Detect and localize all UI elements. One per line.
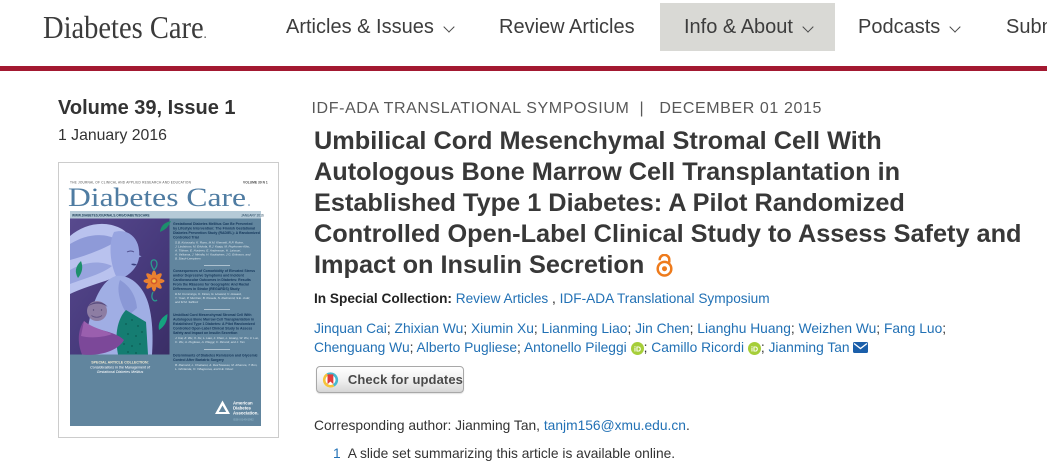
svg-text:Association.: Association. <box>233 411 259 416</box>
svg-text:JANUARY 2016: JANUARY 2016 <box>241 214 264 218</box>
svg-text:D.M. Cummings, K. Kirian, G. H: D.M. Cummings, K. Kirian, G. Howard, V. … <box>175 292 242 296</box>
svg-text:Consequences of Comorbidity of: Consequences of Comorbidity of Elevated … <box>173 269 255 273</box>
svg-text:Y. Yuan, P. Muntner, B. Kissel: Y. Yuan, P. Muntner, B. Kissela, N. Redm… <box>175 296 250 300</box>
svg-text:Umbilical Cord Mesenchymal Str: Umbilical Cord Mesenchymal Stromal Cell … <box>173 313 252 317</box>
svg-text:by Lifestyle Intervention: The: by Lifestyle Intervention: The Finnish G… <box>173 227 255 231</box>
svg-text:iD: iD <box>634 346 641 353</box>
svg-text:A. Tiitinen, E. Huvinen, E. An: A. Tiitinen, E. Huvinen, E. Andersson, H… <box>174 249 241 253</box>
svg-text:SPECIAL ARTICLE COLLECTION:: SPECIAL ARTICLE COLLECTION: <box>91 361 149 365</box>
svg-text:S.B. Koivusalo, K. Rono, M.M.: S.B. Koivusalo, K. Rono, M.M. Klemetti, … <box>175 241 244 245</box>
svg-text:B. Stach-Lempinen: B. Stach-Lempinen <box>175 257 201 261</box>
svg-text:From the REasons for Geographi: From the REasons for Geographic And Raci… <box>173 283 249 287</box>
svg-text:iD: iD <box>751 346 758 353</box>
svg-text:Autologous Bone Marrow Cell Tr: Autologous Bone Marrow Cell Transplantat… <box>173 318 254 322</box>
svg-text:Gestational Diabetes Mellitus: Gestational Diabetes Mellitus Can Be Pre… <box>173 222 253 226</box>
svg-text:J. Cai, Z. Wu, X. Xu, L. Liao,: J. Cai, Z. Wu, X. Xu, L. Liao, J. Chen, … <box>175 336 259 340</box>
svg-text:Diabetes: Diabetes <box>233 406 252 411</box>
svg-text:Gestational Diabetes Mellitus: Gestational Diabetes Mellitus <box>97 370 144 374</box>
svg-text:C. Wu, A. Pugliese, A. Pileggi: C. Wu, A. Pugliese, A. Pileggi, C. Ricor… <box>175 340 245 344</box>
svg-text:Diabetes Care: Diabetes Care <box>68 183 246 212</box>
svg-text:Cardiovascular Outcomes in Dia: Cardiovascular Outcomes in Diabetes: Res… <box>173 278 251 282</box>
svg-text:THE JOURNAL OF CLINICAL AND AP: THE JOURNAL OF CLINICAL AND APPLIED RESE… <box>70 181 192 185</box>
svg-text:L. Ghirlanda, O. Villagreova,: L. Ghirlanda, O. Villagreova, and F.E. O… <box>175 367 234 371</box>
svg-text:VOLUME 39 N 1: VOLUME 39 N 1 <box>243 181 268 185</box>
svg-text:B. Ramond, L. Chekaoui, A. Des: B. Ramond, L. Chekaoui, A. DesTusseau, M… <box>175 363 258 367</box>
svg-text:Controlled Open-Label Clinical: Controlled Open-Label Clinical Study to … <box>173 327 252 331</box>
svg-text:Safety and Impact on Insulin S: Safety and Impact on Insulin Secretion <box>173 331 237 335</box>
svg-text:and/or Depressive Symptoms and: and/or Depressive Symptoms and Incident <box>173 274 245 278</box>
svg-text:WWW.DIABETESJOURNALS.ORG/DIABE: WWW.DIABETESJOURNALS.ORG/DIABETESCARE <box>72 214 150 218</box>
svg-text:J. Lindstrom, M. Erkkola, R.J.: J. Lindstrom, M. Erkkola, R.J. Kaaja, M.… <box>175 245 250 249</box>
svg-text:Established Type 1 Diabetes: A: Established Type 1 Diabetes: A Pilot Ran… <box>173 322 255 326</box>
svg-text:Diabetes Prevention Study (RAD: Diabetes Prevention Study (RADIEL): A Ra… <box>173 231 260 235</box>
svg-text:Differences in Stroke (REGARDS: Differences in Stroke (REGARDS) Study <box>173 287 240 291</box>
svg-text:Determinants of Diabetes Remis: Determinants of Diabetes Remission and G… <box>173 354 258 358</box>
svg-text:A. Valkama, J. Meinila, H. Kau: A. Valkama, J. Meinila, H. Kautiainen, J… <box>174 253 251 257</box>
svg-text:and M.M. Safford: and M.M. Safford <box>175 300 198 304</box>
svg-text:Controlled Trial: Controlled Trial <box>173 236 199 240</box>
svg-text:American: American <box>233 401 253 406</box>
svg-text:Considerations in the Manageme: Considerations in the Management of <box>90 366 151 370</box>
svg-text:ISSN 0149-5992: ISSN 0149-5992 <box>233 418 254 422</box>
svg-text:Control After Bariatric Surger: Control After Bariatric Surgery <box>173 358 224 362</box>
